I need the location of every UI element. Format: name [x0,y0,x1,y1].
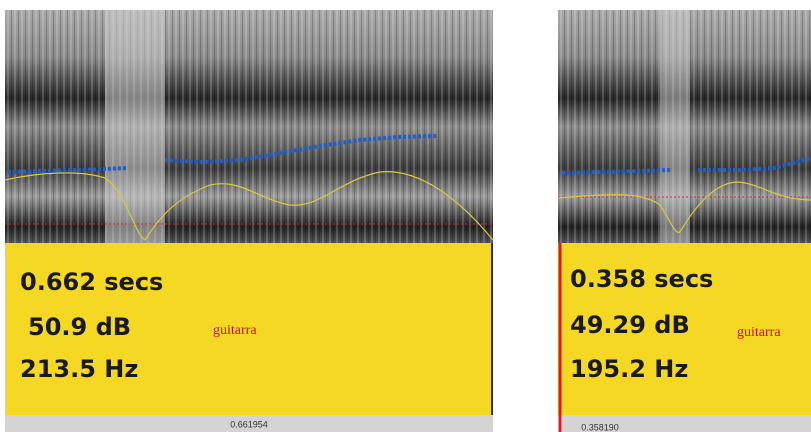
intensity: 50.9 dB [28,313,131,341]
time-bar [562,415,811,432]
duration: 0.662 secs [20,268,163,296]
info-box [5,243,493,415]
pitch-track [7,166,129,174]
time-value: 0.661954 [230,419,268,429]
intensity-curve [557,181,811,233]
spectrogram-texture [5,10,493,243]
word-label: guitarra [213,323,257,338]
info-box [558,243,811,415]
pitch: 213.5 Hz [20,355,138,383]
pitch-track [164,134,439,165]
time-value: 0.358190 [581,422,619,432]
panel: 0.358 secs 49.29 dB 195.2 Hz guitarra 0.… [557,10,811,432]
time-bar [5,415,493,432]
silence-region [660,10,690,243]
panel: 0.662 secs 50.9 dB 213.5 Hz guitarra 0.6… [4,10,494,432]
pitch: 195.2 Hz [570,355,688,383]
duration: 0.358 secs [570,265,713,293]
silence-region [105,10,165,243]
word-label: guitarra [737,325,781,340]
pitch-track [698,156,811,172]
intensity: 49.29 dB [570,311,690,339]
intensity-curve [4,171,494,241]
